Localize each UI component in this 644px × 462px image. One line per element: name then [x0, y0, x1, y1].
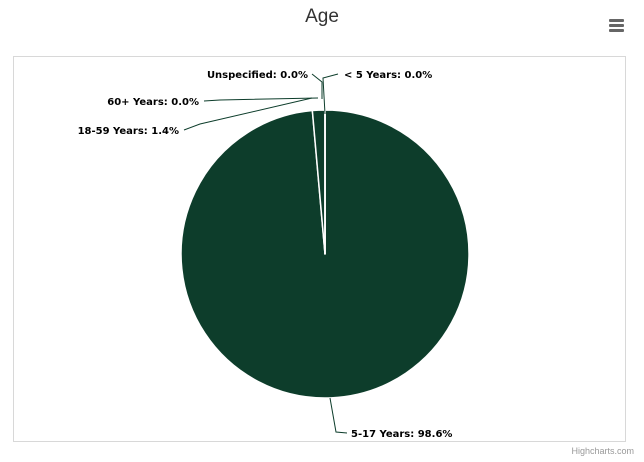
- data-label: Unspecified: 0.0%: [207, 70, 308, 81]
- plot-area: [13, 56, 626, 442]
- menu-bar: [609, 29, 624, 32]
- label-connector: [322, 73, 339, 115]
- data-label: 60+ Years: 0.0%: [107, 97, 199, 108]
- data-label: 18-59 Years: 1.4%: [78, 126, 179, 137]
- label-connector: [203, 97, 319, 102]
- data-label: 5-17 Years: 98.6%: [351, 429, 452, 440]
- label-connector: [183, 97, 313, 131]
- chart-title: Age: [305, 6, 339, 27]
- menu-bar: [609, 24, 624, 27]
- data-label: < 5 Years: 0.0%: [344, 70, 432, 81]
- credits-link[interactable]: Highcharts.com: [571, 446, 634, 456]
- hamburger-menu-icon[interactable]: [606, 16, 628, 34]
- label-connector: [329, 397, 348, 434]
- label-connector: [311, 73, 323, 99]
- menu-bar: [609, 19, 624, 22]
